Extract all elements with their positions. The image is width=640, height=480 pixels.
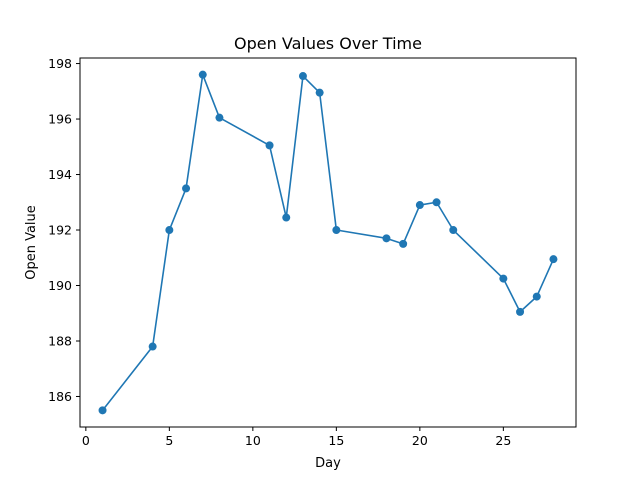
- y-tick-label: 190: [48, 278, 72, 293]
- data-point: [499, 274, 508, 283]
- data-point: [215, 113, 224, 122]
- x-tick-label: 5: [165, 433, 173, 448]
- data-point: [165, 226, 174, 235]
- data-point: [265, 141, 274, 150]
- data-point: [282, 213, 291, 222]
- data-point: [98, 406, 107, 415]
- y-tick-label: 194: [48, 167, 72, 182]
- y-tick-label: 188: [48, 333, 72, 348]
- x-tick-label: 25: [495, 433, 511, 448]
- y-tick-label: 186: [48, 389, 72, 404]
- data-point: [148, 342, 157, 351]
- data-point: [415, 201, 424, 210]
- data-point: [198, 70, 207, 79]
- data-point: [516, 307, 525, 316]
- x-tick-label: 15: [328, 433, 344, 448]
- series-line: [101, 73, 555, 411]
- plot-frame: [79, 57, 577, 428]
- x-tick-label: 0: [82, 433, 90, 448]
- x-tick-label: 10: [245, 433, 261, 448]
- y-tick-label: 196: [48, 112, 72, 127]
- y-tick-label: 192: [48, 223, 72, 238]
- x-tick-label: 20: [412, 433, 428, 448]
- x-axis-label: Day: [315, 456, 341, 471]
- plot-area: [98, 70, 558, 415]
- data-point: [432, 198, 441, 207]
- data-point: [532, 292, 541, 301]
- data-point: [449, 226, 458, 235]
- data-point: [332, 226, 341, 235]
- y-axis: 186 188 190 192 194 196 198: [48, 56, 80, 404]
- data-point: [298, 72, 307, 81]
- data-point: [549, 255, 558, 264]
- data-point: [315, 88, 324, 97]
- y-tick-label: 198: [48, 56, 72, 71]
- x-axis: 0 5 10 15 20 25: [82, 427, 511, 448]
- data-point: [399, 239, 408, 248]
- y-axis-label: Open Value: [24, 205, 39, 280]
- data-point: [182, 184, 191, 193]
- data-point: [382, 234, 391, 243]
- chart-title: Open Values Over Time: [234, 34, 422, 53]
